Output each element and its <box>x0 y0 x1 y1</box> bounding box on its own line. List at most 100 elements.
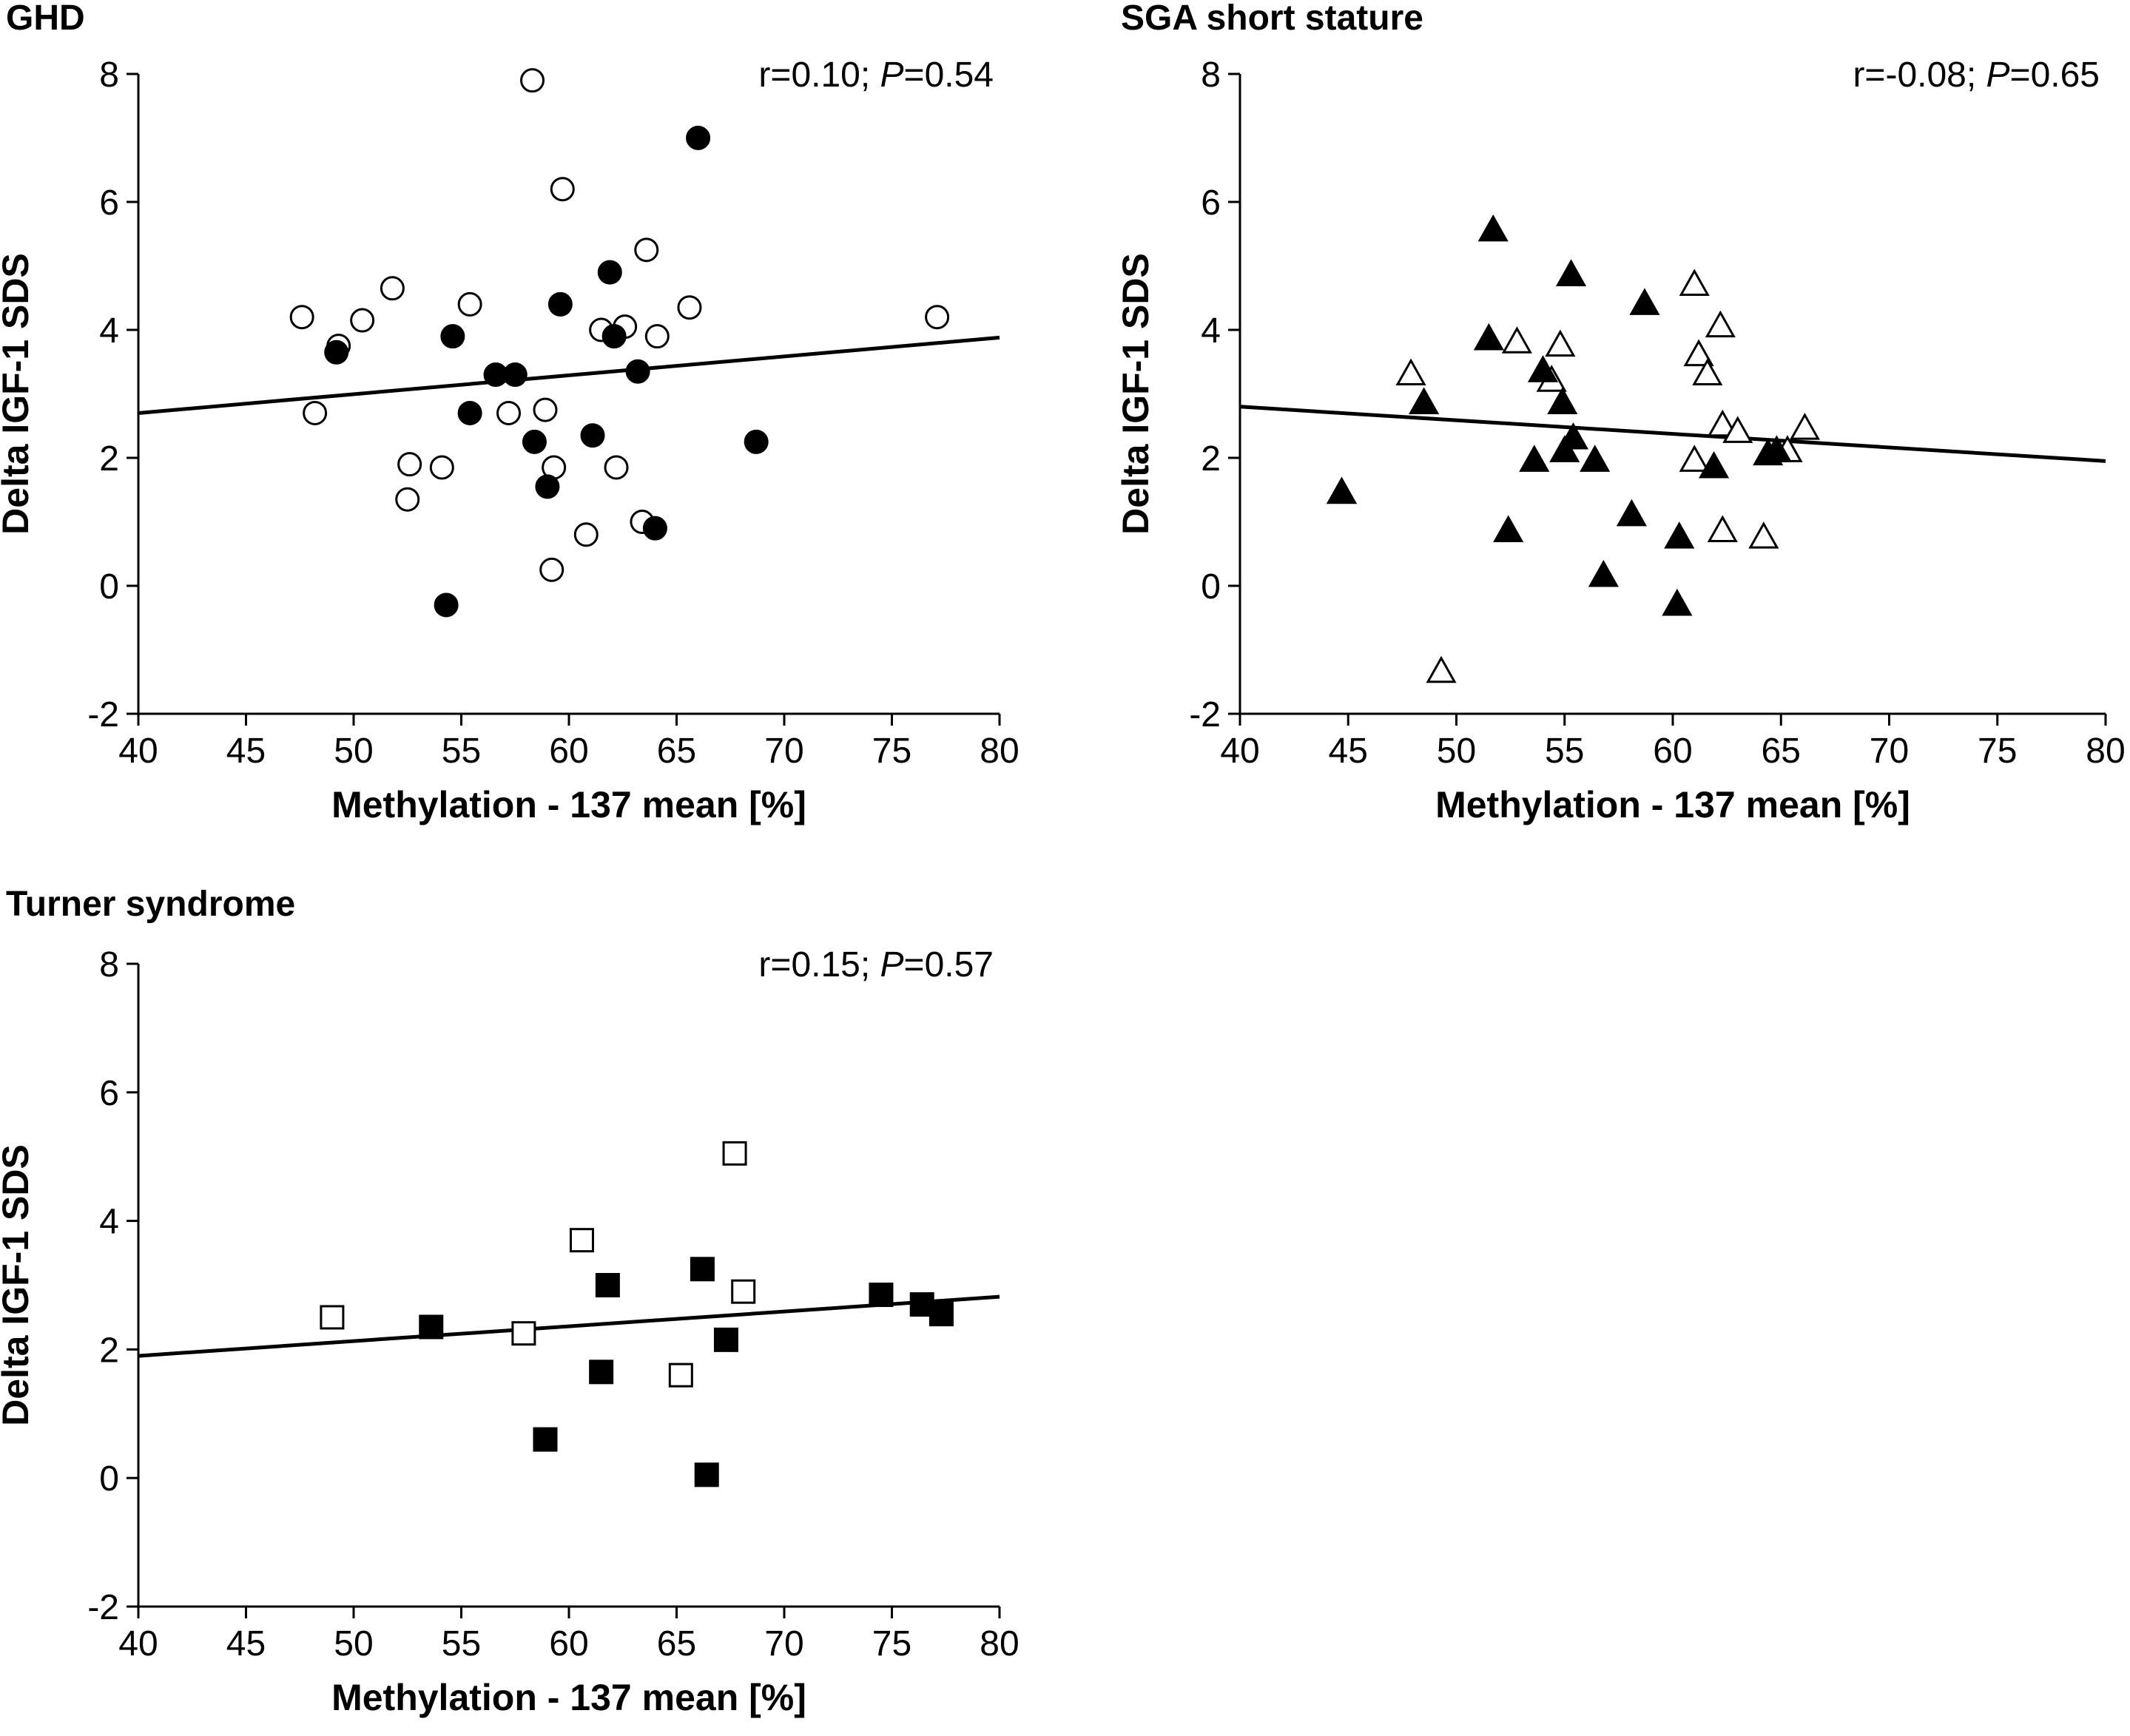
open-triangle-point <box>1722 416 1753 443</box>
open-circle-point <box>925 305 950 330</box>
open-triangle-point <box>1683 339 1714 367</box>
x-tick-label: 80 <box>2086 732 2125 771</box>
y-tick-label: 4 <box>99 1203 119 1242</box>
filled-triangle-point <box>1580 445 1611 472</box>
filled-triangle-point <box>1326 476 1358 504</box>
filled-triangle-point <box>1588 559 1619 587</box>
y-tick-label: 6 <box>1201 183 1221 223</box>
filled-circle-point <box>597 260 622 285</box>
filled-circle-point <box>522 429 547 454</box>
filled-triangle-point <box>1527 355 1559 382</box>
x-tick-label: 40 <box>118 1624 158 1664</box>
filled-square-point <box>928 1302 954 1327</box>
x-tick-label: 70 <box>764 732 803 771</box>
x-tick-label: 70 <box>1870 732 1909 771</box>
x-tick-label: 65 <box>1762 732 1801 771</box>
open-square-point <box>722 1141 747 1166</box>
x-tick-label: 55 <box>442 732 481 771</box>
x-axis-label: Methylation - 137 mean [%] <box>331 1677 806 1718</box>
open-triangle-point <box>1707 515 1738 542</box>
open-triangle-point <box>1692 358 1723 386</box>
open-triangle-point <box>1426 655 1457 683</box>
y-tick-label: 8 <box>1201 55 1221 95</box>
panel-ghd: GHD 40 45 50 55 60 65 70 75 80 -2 0 2 4 6 8 Methylation … <box>0 0 1019 825</box>
filled-circle-point <box>434 592 459 618</box>
filled-circle-point <box>744 429 769 454</box>
y-tick-label: 6 <box>99 1074 119 1113</box>
filled-circle-point <box>625 359 650 384</box>
x-tick-label: 45 <box>226 1624 266 1664</box>
open-circle-point <box>395 487 420 512</box>
y-tick-label: 0 <box>99 567 119 607</box>
open-circle-point <box>550 177 575 202</box>
x-tick-label: 65 <box>657 732 696 771</box>
filled-square-point <box>595 1273 620 1297</box>
stats-r-value: r=-0.08; <box>1853 55 1986 95</box>
chart-title: Turner syndrome <box>6 885 295 924</box>
stats-annotation: r=0.10; P=0.54 <box>758 55 994 95</box>
x-tick-label: 50 <box>334 1624 373 1664</box>
filled-triangle-point <box>1473 322 1504 351</box>
open-circle-point <box>397 452 422 477</box>
filled-triangle-point <box>1616 499 1647 527</box>
y-tick-label: 8 <box>99 945 119 984</box>
filled-triangle-point <box>1547 387 1578 414</box>
filled-triangle-point <box>1409 387 1440 414</box>
filled-triangle-point <box>1477 214 1509 242</box>
x-axis-label: Methylation - 137 mean [%] <box>1435 784 1910 825</box>
filled-triangle-point <box>1519 445 1550 472</box>
x-tick-label: 60 <box>549 732 588 771</box>
regression-line <box>1239 405 2106 463</box>
filled-circle-point <box>502 362 528 388</box>
y-axis-label: Delta IGF-1 SDS <box>0 1144 36 1426</box>
filled-circle-point <box>642 516 667 541</box>
open-circle-point <box>539 557 564 582</box>
stats-annotation: r=-0.08; P=0.65 <box>1853 55 2100 95</box>
open-square-point <box>731 1279 756 1304</box>
open-square-point <box>511 1321 536 1346</box>
x-tick-label: 75 <box>872 1624 911 1664</box>
y-tick-label: 6 <box>99 183 119 223</box>
regression-line <box>138 1294 1000 1358</box>
filled-square-point <box>589 1360 614 1385</box>
open-circle-point <box>573 522 599 547</box>
x-tick-label: 80 <box>980 732 1019 771</box>
filled-triangle-point <box>1761 435 1792 462</box>
y-tick-label: 4 <box>1201 311 1221 351</box>
filled-circle-point <box>601 324 627 349</box>
filled-circle-point <box>547 291 573 317</box>
open-circle-point <box>677 295 702 320</box>
x-tick-label: 60 <box>549 1624 588 1664</box>
x-tick-label: 50 <box>334 732 373 771</box>
filled-square-point <box>869 1283 894 1308</box>
open-square-point <box>569 1228 594 1253</box>
filled-triangle-point <box>1555 259 1587 286</box>
stats-annotation: r=0.15; P=0.57 <box>758 945 994 984</box>
open-triangle-point <box>1789 413 1820 440</box>
panel-sga-short-stature: SGA short stature 40 45 50 55 60 65 70 75 80 -2 0 2 4… <box>1115 0 2126 825</box>
filled-circle-point <box>580 423 605 448</box>
filled-triangle-point <box>1664 521 1695 549</box>
filled-circle-point <box>457 400 482 425</box>
open-triangle-point <box>1705 310 1736 338</box>
y-tick-label: 0 <box>99 1459 119 1499</box>
filled-triangle-point <box>1699 450 1730 479</box>
filled-circle-point <box>686 126 711 150</box>
y-tick-label: -2 <box>1189 695 1221 734</box>
y-axis-label: Delta IGF-1 SDS <box>1115 253 1156 535</box>
y-tick-label: 8 <box>99 55 119 95</box>
open-circle-point <box>496 400 522 425</box>
chart-title: SGA short stature <box>1121 0 1423 38</box>
filled-triangle-point <box>1549 435 1580 462</box>
y-tick-label: -2 <box>87 695 119 734</box>
open-circle-point <box>634 237 659 263</box>
x-axis-label: Methylation - 137 mean [%] <box>331 784 806 825</box>
y-tick-label: 2 <box>1201 439 1221 479</box>
open-circle-point <box>429 455 454 480</box>
filled-circle-point <box>440 324 465 349</box>
filled-circle-point <box>324 340 349 365</box>
y-tick-label: 4 <box>99 311 119 351</box>
x-tick-label: 65 <box>657 1624 696 1664</box>
open-square-point <box>320 1305 345 1330</box>
